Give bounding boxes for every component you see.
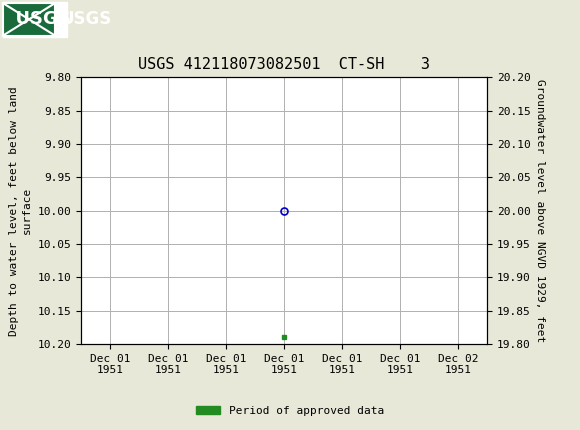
Text: USGS: USGS bbox=[61, 10, 112, 28]
Y-axis label: Depth to water level, feet below land
surface: Depth to water level, feet below land su… bbox=[9, 86, 32, 335]
Text: USGS: USGS bbox=[3, 10, 71, 28]
Bar bbox=[3, 2, 67, 37]
Title: USGS 412118073082501  CT-SH    3: USGS 412118073082501 CT-SH 3 bbox=[138, 57, 430, 72]
Bar bbox=[3, 3, 55, 36]
Legend: Period of approved data: Period of approved data bbox=[191, 401, 389, 420]
Y-axis label: Groundwater level above NGVD 1929, feet: Groundwater level above NGVD 1929, feet bbox=[535, 79, 545, 342]
